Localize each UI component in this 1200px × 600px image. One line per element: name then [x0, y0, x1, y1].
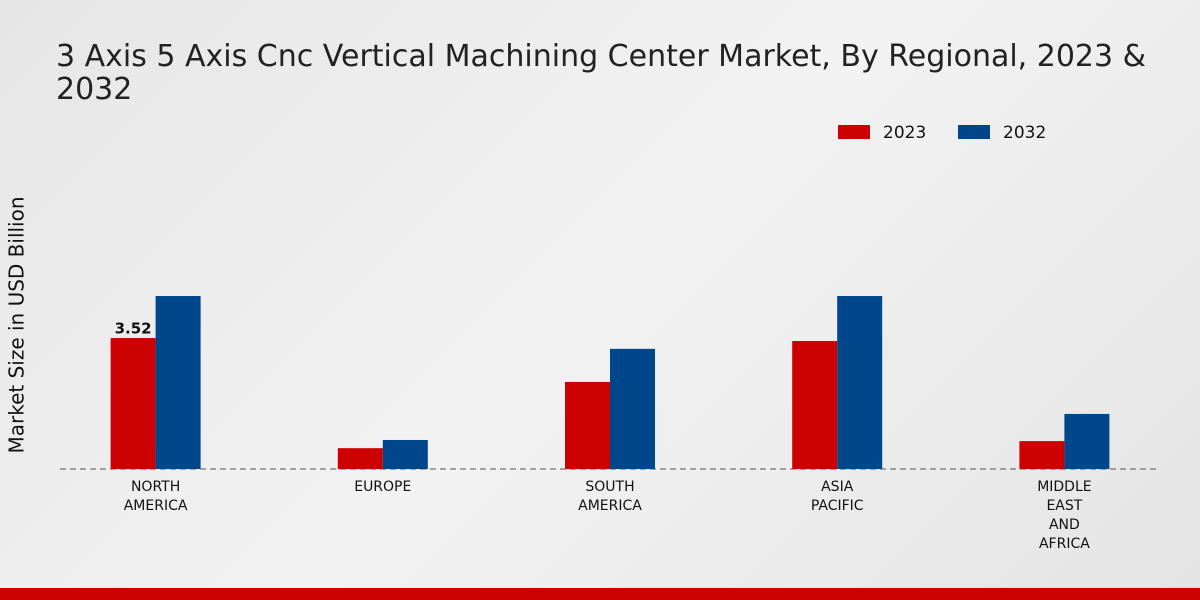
- x-tick-label: SOUTH AMERICA: [578, 479, 642, 514]
- bar: [155, 296, 201, 469]
- bar: [610, 348, 655, 469]
- x-tick-label: MIDDLE EAST AND AFRICA: [1037, 479, 1091, 552]
- data-label: 3.52: [115, 320, 152, 338]
- x-tick-label: EUROPE: [354, 479, 411, 495]
- x-tick-label: NORTH AMERICA: [124, 479, 188, 514]
- bar: [792, 341, 838, 469]
- bar: [337, 448, 383, 469]
- footer-band: [0, 588, 1200, 600]
- bar: [382, 439, 428, 469]
- bar: [837, 296, 883, 469]
- legend-swatch: [958, 125, 990, 139]
- legend-label: 2023: [883, 123, 926, 143]
- bar: [110, 338, 156, 469]
- x-tick-label: ASIA PACIFIC: [811, 479, 864, 514]
- bar: [1064, 413, 1110, 469]
- y-axis-label: Market Size in USD Billion: [5, 196, 29, 453]
- bar: [565, 381, 610, 469]
- bar: [1019, 441, 1065, 469]
- legend-swatch: [838, 125, 870, 139]
- chart-title: 3 Axis 5 Axis Cnc Vertical Machining Cen…: [56, 39, 1147, 107]
- legend-label: 2032: [1003, 123, 1046, 143]
